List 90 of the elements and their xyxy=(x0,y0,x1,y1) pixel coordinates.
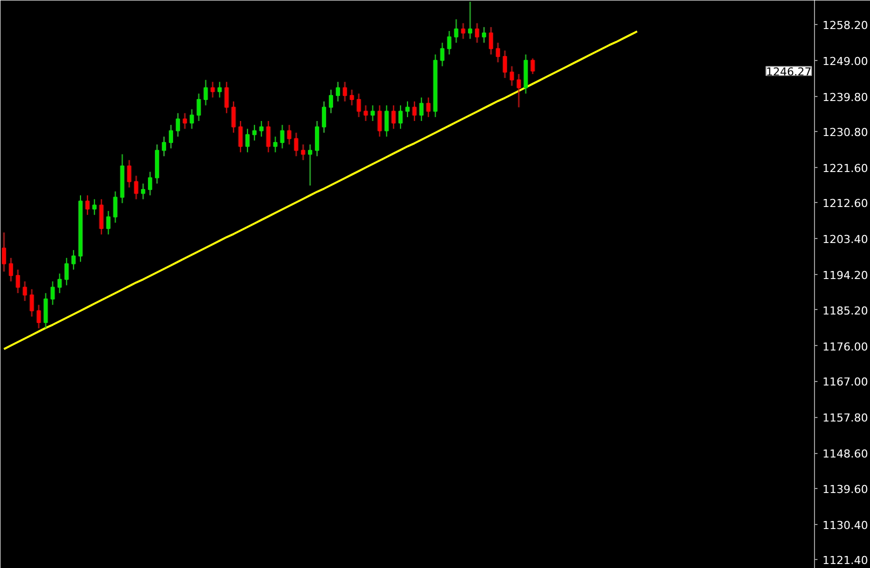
candlestick xyxy=(218,81,222,98)
y-tick-label: 1121.40 xyxy=(822,554,868,568)
candlestick xyxy=(475,22,480,44)
candlestick xyxy=(398,104,403,130)
candlestick xyxy=(496,42,500,63)
candlestick xyxy=(71,250,76,270)
y-tick-label: 1185.20 xyxy=(822,304,868,318)
candlestick xyxy=(378,104,382,138)
candlestick xyxy=(134,175,138,200)
candlestick xyxy=(447,30,452,55)
candlestick xyxy=(273,136,278,153)
candlestick xyxy=(287,124,292,145)
candlestick xyxy=(294,132,298,157)
candlestick xyxy=(196,93,201,122)
candlestick xyxy=(419,97,424,122)
candlestick xyxy=(488,26,494,55)
candlestick xyxy=(85,194,90,216)
candlestick xyxy=(301,144,306,161)
y-tick-label: 1239.80 xyxy=(822,90,868,104)
candlestick xyxy=(461,22,466,40)
candlestick xyxy=(44,292,48,329)
y-tick-label: 1130.40 xyxy=(822,518,868,532)
candlestick xyxy=(176,112,180,138)
y-tick-label: 1212.60 xyxy=(822,197,868,210)
candlestick xyxy=(252,124,257,142)
candlestick xyxy=(190,108,194,130)
candlestick xyxy=(405,100,410,118)
candlestick xyxy=(328,89,334,114)
y-tick-label: 1194.20 xyxy=(822,269,868,282)
candlestick xyxy=(482,26,486,44)
candlestick xyxy=(454,18,458,44)
candlestick xyxy=(204,79,208,106)
candlestick xyxy=(224,81,229,114)
candlestick xyxy=(530,58,535,75)
candlestick xyxy=(259,120,264,138)
candlestick xyxy=(314,120,320,157)
candlestick xyxy=(36,304,41,329)
candlestick xyxy=(356,93,361,118)
y-tick-label: 1139.60 xyxy=(822,482,868,496)
y-tick-label: 1157.80 xyxy=(822,412,868,425)
candlestick xyxy=(308,144,312,186)
candlestick xyxy=(210,81,215,98)
candlestick xyxy=(392,104,396,130)
candlestick xyxy=(280,124,284,149)
candlestick xyxy=(182,112,187,130)
candlestick xyxy=(322,100,326,134)
y-tick-label: 1258.20 xyxy=(822,18,868,32)
candlestick xyxy=(502,50,507,78)
candlestick xyxy=(141,183,146,200)
annotation: 1246.27 xyxy=(766,66,812,79)
candlestick xyxy=(232,100,236,134)
candlestick xyxy=(364,104,368,122)
candlestick xyxy=(113,190,118,224)
candlestick xyxy=(412,100,417,122)
candlestick xyxy=(162,136,166,157)
candlestick xyxy=(168,124,174,149)
candlestick xyxy=(16,269,20,294)
y-tick-label: 1203.40 xyxy=(822,233,868,246)
candlestick xyxy=(245,128,250,153)
y-tick-label: 1148.60 xyxy=(822,448,868,461)
y-tick-label: 1230.80 xyxy=(822,126,868,140)
line-series xyxy=(2,30,638,350)
y-tick-label: 1249.00 xyxy=(822,54,868,68)
candlestick xyxy=(384,104,389,138)
candlestick xyxy=(426,97,430,118)
candlestick xyxy=(99,198,104,235)
candlestick xyxy=(30,288,34,318)
y-tick-label: 1176.00 xyxy=(822,340,868,354)
candlestick xyxy=(2,232,6,272)
candlestick xyxy=(50,280,55,306)
candlestick xyxy=(342,81,347,102)
candlestick xyxy=(148,171,152,196)
y-tick-label: 1221.60 xyxy=(822,162,868,176)
candlestick xyxy=(440,42,444,67)
candlestick xyxy=(370,104,375,122)
candlestick xyxy=(516,74,521,108)
candlestick xyxy=(336,81,340,102)
candlestick xyxy=(468,1,472,40)
candlestick xyxy=(266,120,270,153)
y-tick-label: 1167.00 xyxy=(822,376,868,389)
candlestick xyxy=(22,280,27,302)
candlestick xyxy=(64,257,69,286)
candlestick xyxy=(238,120,243,153)
candlestick xyxy=(58,273,62,294)
candlestick xyxy=(127,160,132,188)
candlestick xyxy=(92,198,96,216)
candlestick xyxy=(106,210,110,235)
candlestick xyxy=(8,257,13,282)
candlestick xyxy=(350,89,354,106)
candlestick xyxy=(510,66,514,86)
